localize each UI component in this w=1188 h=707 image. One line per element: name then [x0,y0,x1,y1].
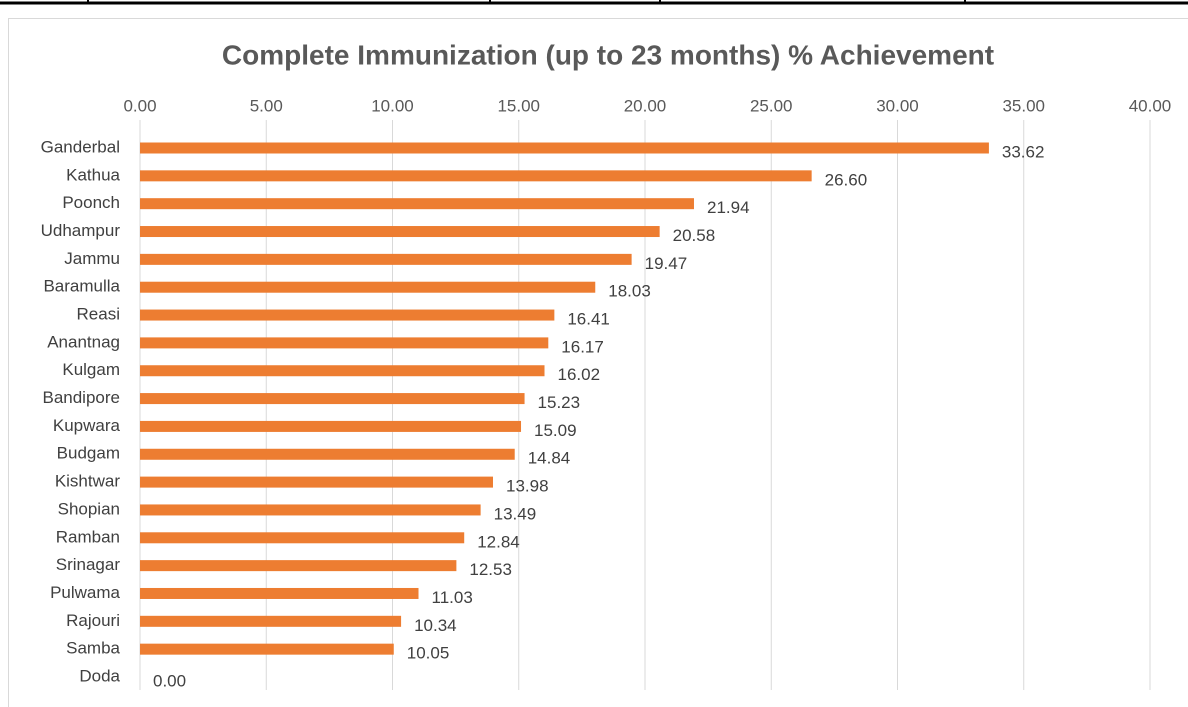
y-tick-label: Samba [66,639,120,658]
bar [140,393,525,405]
y-tick-label: Doda [79,666,120,685]
bar [140,504,481,516]
data-label: 16.41 [567,310,610,329]
bar [140,170,812,182]
data-label: 18.03 [608,282,651,301]
data-label: 0.00 [153,671,186,690]
bar [140,281,596,293]
y-tick-label: Udhampur [41,221,121,240]
y-tick-label: Budgam [57,444,120,463]
y-tick-label: Poonch [62,193,120,212]
bar [140,615,402,627]
data-label: 12.84 [477,532,520,551]
bar [140,253,632,265]
data-label: 13.49 [494,504,537,523]
y-tick-label: Jammu [64,249,120,268]
bar [140,198,694,210]
bar [140,532,465,544]
bar [140,448,515,460]
bar [140,643,394,655]
y-tick-label: Pulwama [50,583,120,602]
x-tick-label: 25.00 [750,96,793,115]
data-label: 10.05 [407,644,450,663]
y-tick-label: Kupwara [53,416,121,435]
data-label: 15.23 [538,393,581,412]
y-tick-label: Shopian [58,499,120,518]
x-tick-label: 35.00 [1002,96,1045,115]
x-tick-label: 0.00 [123,96,156,115]
y-tick-label: Ramban [56,527,120,546]
bar [140,587,419,599]
data-label: 11.03 [432,588,473,607]
y-tick-label: Baramulla [43,277,120,296]
bar [140,337,549,349]
y-tick-label: Kathua [66,165,120,184]
bar [140,226,660,238]
data-label: 16.17 [561,337,604,356]
bar [140,420,522,432]
data-label: 12.53 [469,560,512,579]
data-label: 10.34 [414,616,457,635]
bar [140,365,545,377]
data-label: 13.98 [506,477,549,496]
x-tick-label: 40.00 [1129,96,1172,115]
y-tick-label: Kulgam [62,360,120,379]
y-tick-label: Rajouri [66,611,120,630]
data-label: 26.60 [825,170,868,189]
data-label: 21.94 [707,198,750,217]
bar [140,476,493,488]
y-tick-label: Bandipore [42,388,120,407]
y-tick-label: Reasi [77,305,120,324]
data-label: 20.58 [673,226,716,245]
bar [140,560,457,572]
chart-title: Complete Immunization (up to 23 months) … [222,39,994,70]
bar [140,142,989,154]
top-border [0,0,1188,5]
chart-frame [8,18,1188,707]
y-tick-label: Kishtwar [55,472,121,491]
data-label: 15.09 [534,421,577,440]
data-label: 16.02 [558,365,601,384]
x-tick-label: 15.00 [497,96,540,115]
data-label: 33.62 [1002,142,1045,161]
y-tick-label: Ganderbal [41,137,120,156]
x-tick-label: 5.00 [250,96,283,115]
bar [140,309,555,321]
data-label: 14.84 [528,449,571,468]
x-tick-label: 10.00 [371,96,414,115]
y-tick-label: Anantnag [47,332,120,351]
data-label: 19.47 [645,254,688,273]
y-tick-label: Srinagar [56,555,121,574]
x-tick-label: 20.00 [624,96,667,115]
x-tick-label: 30.00 [876,96,919,115]
